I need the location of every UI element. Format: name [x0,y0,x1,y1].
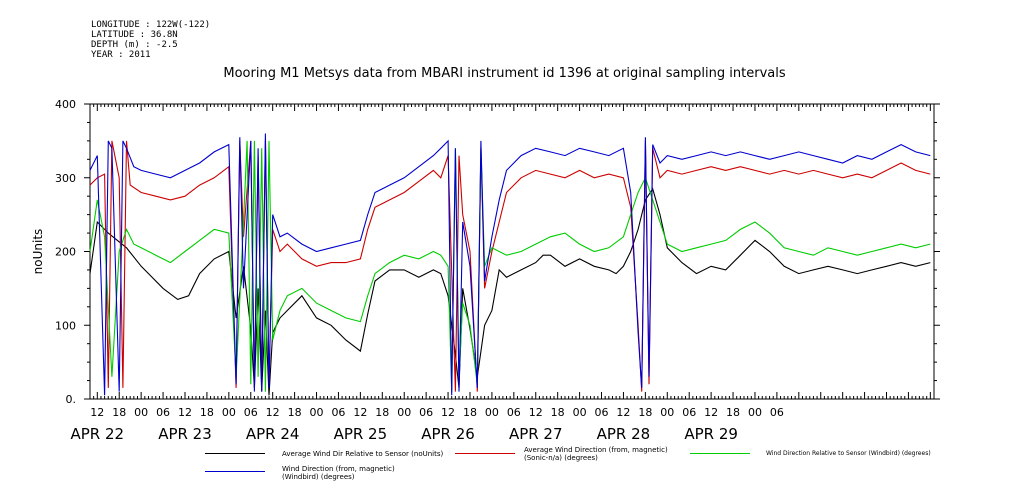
x-hour-tick-label: 06 [507,406,521,419]
x-hour-tick-label: 00 [397,406,411,419]
legend-label-avg-rel: Average Wind Dir Relative to Sensor (noU… [282,450,444,458]
legend-swatch-wind-dir [205,471,265,472]
x-date-label: APR 23 [158,425,212,443]
series-line-1 [89,140,931,392]
series-line-3 [89,133,931,396]
x-hour-tick-label: 18 [112,406,126,419]
legend-label-wind-rel: Wind Direction Relative to Sensor (Windb… [766,450,931,457]
legend-label-avg-dir: Average Wind Direction (from, magnetic) … [524,446,668,462]
series-line-2 [89,140,931,392]
x-hour-tick-label: 12 [178,406,192,419]
x-hour-tick-label: 00 [485,406,499,419]
x-date-label: APR 28 [597,425,651,443]
legend-swatch-avg-rel [205,453,265,454]
longitude-text: LONGITUDE : 122W(-122) [91,20,211,30]
x-hour-tick-label: 18 [200,406,214,419]
legend-swatch-avg-dir [455,453,515,454]
x-hour-tick-label: 00 [222,406,236,419]
x-hour-tick-label: 00 [573,406,587,419]
x-hour-tick-label: 06 [770,406,784,419]
x-hour-tick-label: 12 [266,406,280,419]
mooring-metadata: LONGITUDE : 122W(-122) LATITUDE : 36.8N … [91,20,210,60]
depth-text: DEPTH (m) : -2.5 [91,40,178,50]
y-tick-label: 0. [66,393,77,406]
x-date-label: APR 24 [246,425,300,443]
x-hour-tick-label: 06 [331,406,345,419]
x-hour-tick-label: 06 [682,406,696,419]
x-hour-tick-label: 12 [441,406,455,419]
x-hour-tick-label: 06 [244,406,258,419]
x-hour-tick-label: 06 [156,406,170,419]
series-line-0 [89,187,931,396]
x-hour-tick-label: 12 [529,406,543,419]
y-tick-label: 100 [55,319,76,332]
x-hour-tick-label: 18 [726,406,740,419]
year-text: YEAR : 2011 [91,50,151,60]
y-tick-label: 400 [55,98,76,111]
x-hour-tick-label: 18 [638,406,652,419]
x-hour-tick-label: 12 [90,406,104,419]
legend-label-wind-dir: Wind Direction (from, magnetic) (Windbir… [282,465,395,481]
x-date-label: APR 29 [684,425,738,443]
x-date-label: APR 22 [71,425,125,443]
chart-title: Mooring M1 Metsys data from MBARI instru… [223,66,786,81]
x-hour-tick-label: 18 [551,406,565,419]
legend-swatch-wind-rel [690,453,750,454]
y-tick-label: 300 [55,172,76,185]
x-hour-tick-label: 12 [353,406,367,419]
y-axis-label: noUnits [31,229,45,275]
x-hour-tick-label: 06 [419,406,433,419]
x-hour-tick-label: 00 [134,406,148,419]
plot-frame [89,103,935,400]
x-hour-tick-label: 12 [616,406,630,419]
x-hour-tick-label: 06 [595,406,609,419]
x-hour-tick-label: 18 [463,406,477,419]
x-hour-tick-label: 00 [660,406,674,419]
x-hour-tick-label: 00 [748,406,762,419]
x-hour-tick-label: 12 [704,406,718,419]
x-hour-tick-label: 00 [310,406,324,419]
latitude-text: LATITUDE : 36.8N [91,30,178,40]
x-date-label: APR 25 [334,425,388,443]
x-hour-tick-label: 18 [375,406,389,419]
x-date-label: APR 26 [421,425,475,443]
y-tick-label: 200 [55,246,76,259]
x-date-label: APR 27 [509,425,563,443]
x-hour-tick-label: 18 [288,406,302,419]
